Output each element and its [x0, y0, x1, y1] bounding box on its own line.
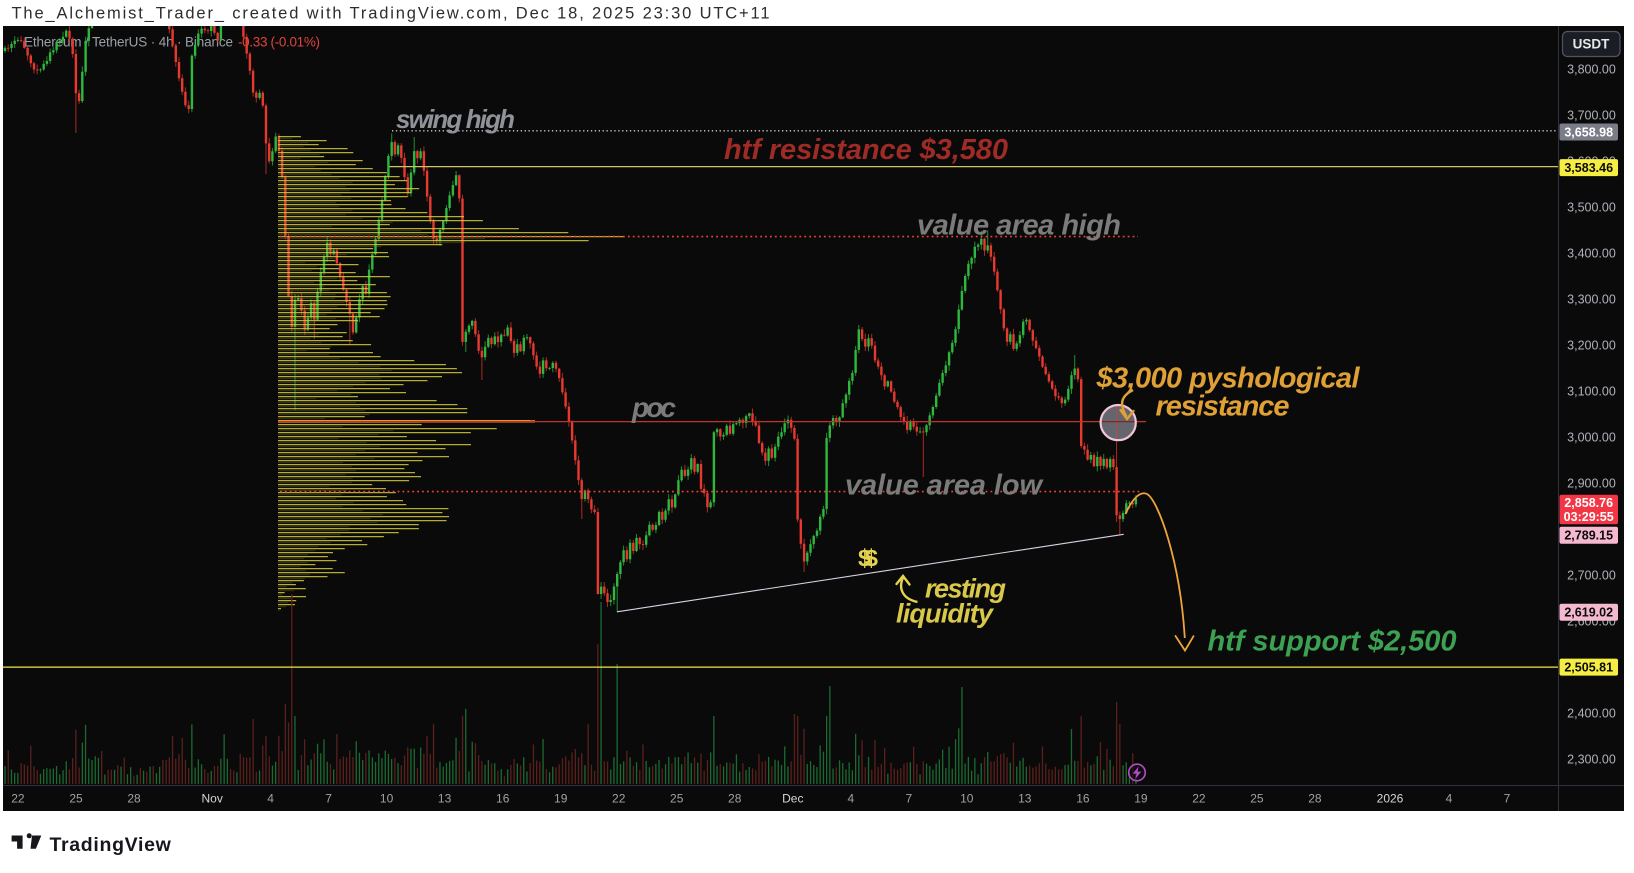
svg-text:3,300.00: 3,300.00	[1567, 292, 1616, 306]
svg-text:Dec: Dec	[782, 792, 803, 806]
svg-text:TradingView: TradingView	[50, 834, 172, 856]
svg-text:19: 19	[1134, 792, 1148, 806]
svg-text:03:29:55: 03:29:55	[1564, 510, 1614, 524]
svg-text:$$: $$	[858, 545, 879, 572]
svg-text:7: 7	[1504, 792, 1511, 806]
svg-text:2,619.02: 2,619.02	[1564, 606, 1613, 620]
svg-text:2,400.00: 2,400.00	[1567, 706, 1616, 720]
svg-text:22: 22	[1192, 792, 1206, 806]
svg-text:13: 13	[1018, 792, 1032, 806]
svg-text:2026: 2026	[1377, 792, 1404, 806]
svg-text:3,100.00: 3,100.00	[1567, 384, 1616, 398]
svg-text:10: 10	[960, 792, 974, 806]
svg-text:22: 22	[612, 792, 626, 806]
svg-text:2,300.00: 2,300.00	[1567, 752, 1616, 766]
svg-text:3,658.98: 3,658.98	[1564, 125, 1613, 139]
svg-text:2,505.81: 2,505.81	[1564, 661, 1613, 675]
svg-text:2,900.00: 2,900.00	[1567, 476, 1616, 490]
svg-text:swing high: swing high	[396, 104, 515, 134]
svg-text:28: 28	[728, 792, 742, 806]
svg-text:4: 4	[267, 792, 274, 806]
svg-text:2,789.15: 2,789.15	[1564, 529, 1613, 543]
svg-text:3,400.00: 3,400.00	[1567, 246, 1616, 260]
svg-text:poc: poc	[631, 392, 676, 423]
svg-text:3,583.46: 3,583.46	[1564, 161, 1613, 175]
svg-text:2,858.76: 2,858.76	[1564, 496, 1613, 510]
svg-text:4: 4	[1446, 792, 1453, 806]
svg-text:28: 28	[127, 792, 141, 806]
svg-text:16: 16	[1076, 792, 1090, 806]
svg-text:19: 19	[554, 792, 568, 806]
svg-text:7: 7	[325, 792, 332, 806]
svg-text:3,700.00: 3,700.00	[1567, 108, 1616, 122]
svg-text:3,000.00: 3,000.00	[1567, 430, 1616, 444]
svg-text:13: 13	[438, 792, 452, 806]
svg-text:htf resistance $3,580: htf resistance $3,580	[724, 134, 1008, 166]
svg-text:7: 7	[905, 792, 912, 806]
svg-text:htf support $2,500: htf support $2,500	[1208, 626, 1457, 658]
svg-text:resting: resting	[925, 574, 1007, 604]
svg-text:28: 28	[1308, 792, 1322, 806]
svg-text:25: 25	[1250, 792, 1264, 806]
svg-text:25: 25	[69, 792, 83, 806]
svg-text:The_Alchemist_Trader_ created: The_Alchemist_Trader_ created with Tradi…	[12, 5, 772, 23]
svg-text:10: 10	[380, 792, 394, 806]
svg-text:$3,000 pyshological: $3,000 pyshological	[1096, 363, 1361, 395]
svg-text:25: 25	[670, 792, 684, 806]
svg-text:2,700.00: 2,700.00	[1567, 568, 1616, 582]
svg-text:liquidity: liquidity	[896, 599, 995, 629]
svg-text:resistance: resistance	[1156, 391, 1290, 423]
svg-text:Ethereum / TetherUS · 4h · Bin: Ethereum / TetherUS · 4h · Binance	[24, 35, 233, 50]
svg-text:-0.33 (-0.01%): -0.33 (-0.01%)	[238, 35, 320, 50]
svg-text:16: 16	[496, 792, 510, 806]
svg-text:22: 22	[11, 792, 25, 806]
svg-text:USDT: USDT	[1573, 37, 1611, 52]
svg-text:3,500.00: 3,500.00	[1567, 200, 1616, 214]
svg-text:Nov: Nov	[202, 792, 223, 806]
svg-text:3,800.00: 3,800.00	[1567, 62, 1616, 76]
svg-text:4: 4	[847, 792, 854, 806]
svg-text:value area low: value area low	[845, 470, 1044, 502]
svg-text:3,200.00: 3,200.00	[1567, 338, 1616, 352]
svg-text:value area high: value area high	[917, 210, 1121, 242]
